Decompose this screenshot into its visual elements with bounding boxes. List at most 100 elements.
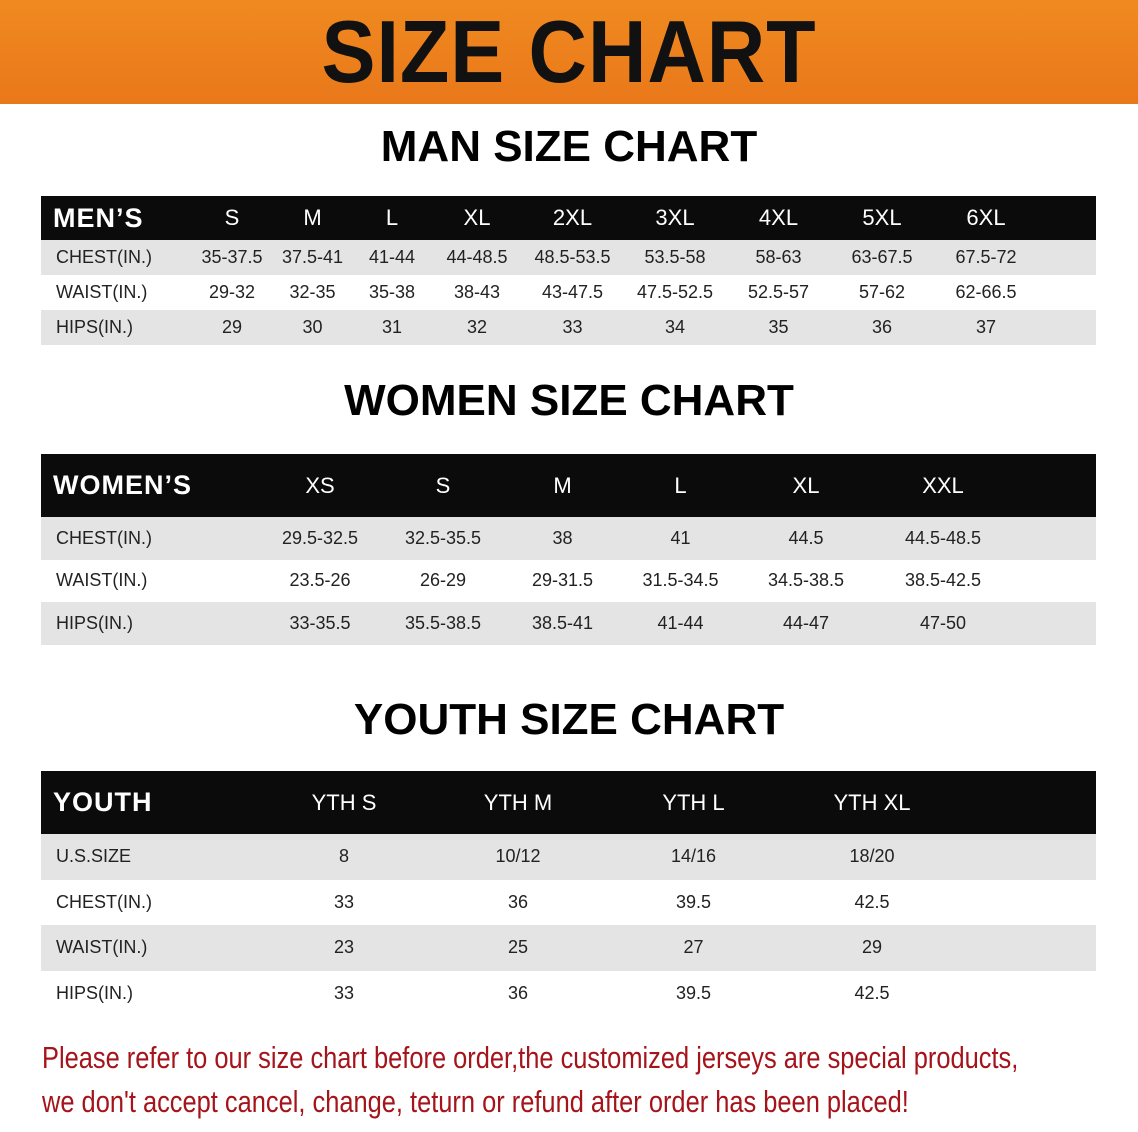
- size-header-cell: 5XL: [830, 196, 934, 240]
- measurement-cell: 38.5-42.5: [872, 559, 1014, 602]
- measurement-cell: 37: [934, 310, 1038, 345]
- banner: SIZE CHART: [0, 0, 1138, 104]
- measurement-cell: 44-48.5: [432, 240, 522, 275]
- empty-cell: [1038, 240, 1096, 275]
- youth-size-table: YOUTH YTH S YTH M YTH L YTH XL U.S.SIZE 8 10/12…: [41, 771, 1096, 1016]
- empty-cell: [962, 879, 1096, 925]
- women-size-table: WOMEN’S XS S M L XL XXL CHEST(IN.) 29.5-32.5 32.5…: [41, 454, 1096, 645]
- measurement-cell: 63-67.5: [830, 240, 934, 275]
- size-header-cell: XS: [258, 454, 382, 517]
- size-header-cell: M: [273, 196, 352, 240]
- empty-cell: [962, 925, 1096, 971]
- measurement-cell: 8: [257, 834, 431, 880]
- measurement-cell: 44.5: [740, 517, 872, 560]
- row-label: WAIST(IN.): [41, 275, 191, 310]
- size-header-cell: S: [191, 196, 273, 240]
- measurement-cell: 36: [431, 879, 605, 925]
- empty-cell: [962, 771, 1096, 834]
- row-label: WAIST(IN.): [41, 559, 258, 602]
- table-row: CHEST(IN.) 33 36 39.5 42.5: [41, 879, 1096, 925]
- row-label: CHEST(IN.): [41, 240, 191, 275]
- measurement-cell: 39.5: [605, 879, 782, 925]
- size-header-cell: L: [621, 454, 740, 517]
- measurement-cell: 58-63: [727, 240, 830, 275]
- measurement-cell: 29-31.5: [504, 559, 621, 602]
- measurement-cell: 36: [431, 970, 605, 1016]
- measurement-cell: 36: [830, 310, 934, 345]
- measurement-cell: 30: [273, 310, 352, 345]
- table-row: WAIST(IN.) 23.5-26 26-29 29-31.5 31.5-34.5 34…: [41, 559, 1096, 602]
- measurement-cell: 38: [504, 517, 621, 560]
- measurement-cell: 23.5-26: [258, 559, 382, 602]
- row-label: HIPS(IN.): [41, 970, 257, 1016]
- empty-cell: [1014, 602, 1096, 645]
- size-header-cell: YTH S: [257, 771, 431, 834]
- measurement-cell: 23: [257, 925, 431, 971]
- measurement-cell: 47-50: [872, 602, 1014, 645]
- empty-cell: [962, 970, 1096, 1016]
- order-notice-line-2: we don't accept cancel, change, teturn o…: [42, 1084, 909, 1119]
- measurement-cell: 48.5-53.5: [522, 240, 623, 275]
- measurement-cell: 33: [522, 310, 623, 345]
- size-header-cell: 6XL: [934, 196, 1038, 240]
- measurement-cell: 39.5: [605, 970, 782, 1016]
- order-notice: Please refer to our size chart before or…: [42, 1036, 1124, 1124]
- table-row: CHEST(IN.) 35-37.5 37.5-41 41-44 44-48.5 48.5…: [41, 240, 1096, 275]
- measurement-cell: 35: [727, 310, 830, 345]
- measurement-cell: 31: [352, 310, 432, 345]
- measurement-cell: 29-32: [191, 275, 273, 310]
- table-row: HIPS(IN.) 29 30 31 32 33 34 35 36 37: [41, 310, 1096, 345]
- size-header-cell: XL: [432, 196, 522, 240]
- size-header-cell: XXL: [872, 454, 1014, 517]
- table-row: HIPS(IN.) 33-35.5 35.5-38.5 38.5-41 41-44 44-…: [41, 602, 1096, 645]
- table-row: WAIST(IN.) 29-32 32-35 35-38 38-43 43-47.5 47.…: [41, 275, 1096, 310]
- measurement-cell: 33-35.5: [258, 602, 382, 645]
- measurement-cell: 35-37.5: [191, 240, 273, 275]
- order-notice-line-1: Please refer to our size chart before or…: [42, 1040, 1019, 1075]
- empty-cell: [1014, 454, 1096, 517]
- measurement-cell: 38.5-41: [504, 602, 621, 645]
- measurement-cell: 33: [257, 970, 431, 1016]
- row-label: CHEST(IN.): [41, 879, 257, 925]
- banner-title: SIZE CHART: [321, 2, 817, 101]
- measurement-cell: 26-29: [382, 559, 504, 602]
- measurement-cell: 31.5-34.5: [621, 559, 740, 602]
- size-header-cell: YTH M: [431, 771, 605, 834]
- measurement-cell: 32-35: [273, 275, 352, 310]
- measurement-cell: 47.5-52.5: [623, 275, 727, 310]
- table-row: HIPS(IN.) 33 36 39.5 42.5: [41, 970, 1096, 1016]
- measurement-cell: 42.5: [782, 879, 962, 925]
- table-header-row: WOMEN’S XS S M L XL XXL: [41, 454, 1096, 517]
- measurement-cell: 67.5-72: [934, 240, 1038, 275]
- row-label: WAIST(IN.): [41, 925, 257, 971]
- table-row: CHEST(IN.) 29.5-32.5 32.5-35.5 38 41 44.5 44.5…: [41, 517, 1096, 560]
- measurement-cell: 41: [621, 517, 740, 560]
- measurement-cell: 32.5-35.5: [382, 517, 504, 560]
- row-label: HIPS(IN.): [41, 310, 191, 345]
- empty-cell: [1014, 517, 1096, 560]
- men-section-title: MAN SIZE CHART: [380, 122, 758, 171]
- measurement-cell: 38-43: [432, 275, 522, 310]
- measurement-cell: 35.5-38.5: [382, 602, 504, 645]
- measurement-cell: 29: [782, 925, 962, 971]
- measurement-cell: 10/12: [431, 834, 605, 880]
- measurement-cell: 32: [432, 310, 522, 345]
- table-title-cell: MEN’S: [41, 196, 191, 240]
- table-header-row: MEN’S S M L XL 2XL 3XL 4XL 5XL 6XL: [41, 196, 1096, 240]
- measurement-cell: 33: [257, 879, 431, 925]
- measurement-cell: 18/20: [782, 834, 962, 880]
- measurement-cell: 34.5-38.5: [740, 559, 872, 602]
- empty-cell: [962, 834, 1096, 880]
- measurement-cell: 44-47: [740, 602, 872, 645]
- measurement-cell: 29: [191, 310, 273, 345]
- size-header-cell: 2XL: [522, 196, 623, 240]
- measurement-cell: 41-44: [621, 602, 740, 645]
- measurement-cell: 41-44: [352, 240, 432, 275]
- size-header-cell: M: [504, 454, 621, 517]
- table-title-cell: WOMEN’S: [41, 454, 258, 517]
- table-title-cell: YOUTH: [41, 771, 257, 834]
- empty-cell: [1038, 310, 1096, 345]
- measurement-cell: 35-38: [352, 275, 432, 310]
- table-row: WAIST(IN.) 23 25 27 29: [41, 925, 1096, 971]
- measurement-cell: 29.5-32.5: [258, 517, 382, 560]
